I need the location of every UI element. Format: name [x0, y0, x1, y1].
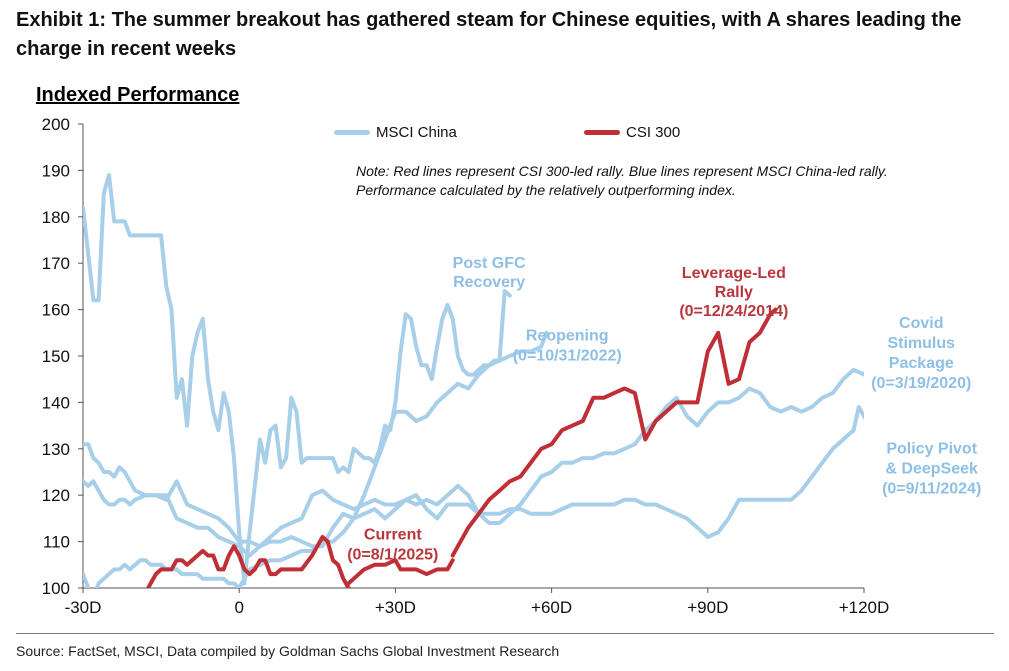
annotation-label: Post GFC Recovery — [453, 255, 526, 291]
annotation-label: Covid Stimulus Package (0=3/19/2020) — [871, 315, 971, 392]
series-line — [83, 330, 549, 588]
annotation-label: Reopening (0=10/31/2022) — [513, 328, 622, 365]
source-divider — [16, 633, 994, 634]
y-tick-label: 200 — [42, 115, 70, 134]
y-tick-label: 190 — [42, 161, 70, 180]
legend-item-msci-china: MSCI China — [334, 122, 457, 142]
annotation-label: Current (0=8/1/2025) — [347, 526, 438, 563]
y-tick-label: 100 — [42, 579, 70, 598]
series-line — [83, 405, 864, 549]
exhibit-title: Exhibit 1: The summer breakout has gathe… — [16, 9, 962, 60]
y-tick-label: 170 — [42, 254, 70, 273]
chart-note: Note: Red lines represent CSI 300-led ra… — [356, 163, 888, 198]
x-tick-label: +30D — [375, 598, 416, 617]
annotation-label: Policy Pivot & DeepSeek (0=9/11/2024) — [882, 440, 981, 497]
annotation-line: Covid — [899, 315, 943, 332]
x-tick-label: +90D — [687, 598, 728, 617]
legend-swatch-csi-300 — [584, 129, 620, 135]
annotation-line: Post GFC — [453, 255, 526, 272]
annotation-line: (0=10/31/2022) — [513, 348, 622, 365]
y-tick-label: 120 — [42, 486, 70, 505]
x-tick-label: +60D — [531, 598, 572, 617]
annotation-line: Package — [889, 355, 954, 372]
annotation-line: Stimulus — [887, 335, 955, 352]
series-line — [450, 307, 778, 558]
y-tick-label: 150 — [42, 347, 70, 366]
annotation-line: (0=12/24/2014) — [679, 303, 788, 320]
legend-label-csi-300: CSI 300 — [626, 123, 681, 141]
annotation-line: Reopening — [526, 328, 609, 345]
annotation-line: (0=9/11/2024) — [882, 480, 981, 497]
legend-label-msci-china: MSCI China — [376, 123, 457, 141]
x-tick-label: -30D — [65, 598, 102, 617]
series-line — [83, 173, 512, 586]
series-line — [145, 535, 352, 588]
x-tick-label: +120D — [839, 598, 890, 617]
source-note: Source: FactSet, MSCI, Data compiled by … — [16, 643, 560, 659]
annotation-line: Recovery — [453, 274, 525, 291]
y-tick-label: 160 — [42, 301, 70, 320]
series-line — [346, 558, 455, 586]
annotation-line: & DeepSeek — [885, 460, 978, 477]
annotation-line: Rally — [715, 284, 753, 301]
series-line — [83, 367, 864, 558]
legend-swatch-msci-china — [334, 129, 370, 135]
annotation-line: (0=8/1/2025) — [347, 546, 438, 563]
y-tick-label: 180 — [42, 208, 70, 227]
annotation-label: Leverage-Led Rally (0=12/24/2014) — [679, 265, 788, 320]
y-tick-label: 110 — [43, 533, 70, 552]
y-tick-label: 130 — [42, 440, 70, 459]
annotation-line: (0=3/19/2020) — [871, 375, 971, 392]
annotation-line: Policy Pivot — [886, 440, 977, 457]
annotation-line: Leverage-Led — [682, 265, 786, 282]
y-tick-label: 140 — [42, 393, 70, 412]
legend-item-csi-300: CSI 300 — [584, 122, 680, 142]
x-tick-label: 0 — [234, 598, 243, 617]
chart-title: Indexed Performance — [36, 84, 240, 106]
annotation-line: Current — [364, 526, 422, 543]
